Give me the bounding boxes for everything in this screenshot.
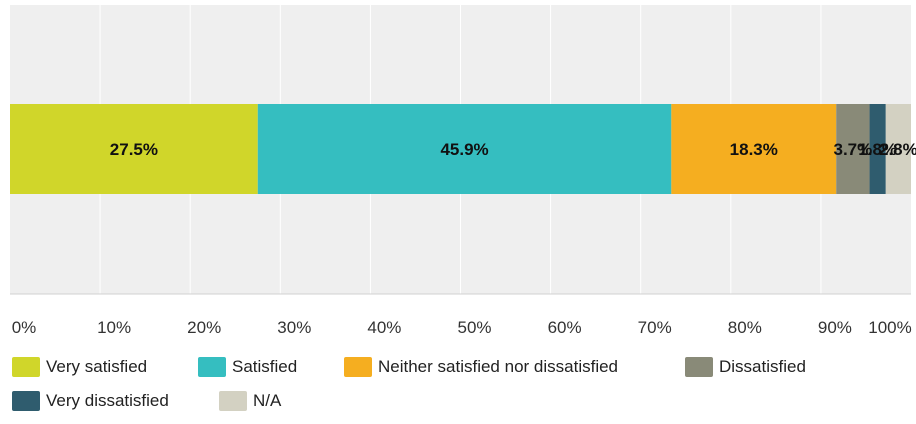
x-tick-label: 80% <box>728 318 762 337</box>
bar-segment-satisfied <box>257 104 672 194</box>
x-tick-label: 60% <box>548 318 582 337</box>
x-tick-label: 100% <box>868 318 911 337</box>
x-tick-labels: 0% 10% 20% 30% 40% 50% 60% 70% 80% 90% 100% <box>12 318 912 337</box>
data-label-1: 45.9% <box>440 140 488 159</box>
x-tick-label: 30% <box>277 318 311 337</box>
x-tick-label: 10% <box>97 318 131 337</box>
x-tick-label: 90% <box>818 318 852 337</box>
data-label-3: 3.7% <box>834 140 873 159</box>
data-label-4: 1.8% <box>858 140 897 159</box>
legend-label-satisfied: Satisfied <box>232 357 298 376</box>
legend-row-1: Very satisfied Satisfied Neither satisfi… <box>12 356 912 390</box>
legend-swatch-very-satisfied <box>12 357 40 377</box>
legend-item-satisfied: Satisfied <box>198 356 297 378</box>
legend-swatch-very-dissatisfied <box>12 391 40 411</box>
legend-swatch-dissatisfied <box>685 357 713 377</box>
legend-item-na: N/A <box>219 390 281 412</box>
legend-label-very-satisfied: Very satisfied <box>46 357 148 376</box>
bar-segment-very-dissatisfied <box>869 104 886 194</box>
bar-segment-n-a <box>885 104 911 194</box>
data-label-0: 27.5% <box>110 140 158 159</box>
x-tick-label: 50% <box>457 318 491 337</box>
stacked-bar-chart: 27.5% 45.9% 18.3% 3.7%1.8%2.8% 0% 10% 20% 30% 4… <box>10 5 916 337</box>
legend-item-very-dissatisfied: Very dissatisfied <box>12 390 169 412</box>
legend-label-neither: Neither satisfied nor dissatisfied <box>378 357 619 376</box>
x-tick-label: 0% <box>12 318 37 337</box>
data-label-2: 18.3% <box>730 140 778 159</box>
legend-item-dissatisfied: Dissatisfied <box>685 356 806 378</box>
legend-label-na: N/A <box>253 391 282 410</box>
legend-item-very-satisfied: Very satisfied <box>12 356 147 378</box>
legend-swatch-satisfied <box>198 357 226 377</box>
x-tick-label: 20% <box>187 318 221 337</box>
legend: Very satisfied Satisfied Neither satisfi… <box>12 356 912 424</box>
bar-segment-neither-satisfied-nor-dissatisfied <box>671 104 837 194</box>
legend-label-dissatisfied: Dissatisfied <box>719 357 806 376</box>
legend-item-neither: Neither satisfied nor dissatisfied <box>344 356 618 378</box>
bar-segment-dissatisfied <box>836 104 870 194</box>
x-tick-label: 40% <box>367 318 401 337</box>
bar-segments <box>10 104 911 194</box>
legend-label-very-dissatisfied: Very dissatisfied <box>46 391 169 410</box>
legend-swatch-neither <box>344 357 372 377</box>
data-labels: 27.5% 45.9% 18.3% 3.7%1.8%2.8% <box>110 140 916 159</box>
legend-swatch-na <box>219 391 247 411</box>
legend-row-2: Very dissatisfied N/A <box>12 390 912 424</box>
x-tick-label: 70% <box>638 318 672 337</box>
bar-segment-very-satisfied <box>10 104 258 194</box>
data-label-5: 2.8% <box>879 140 916 159</box>
